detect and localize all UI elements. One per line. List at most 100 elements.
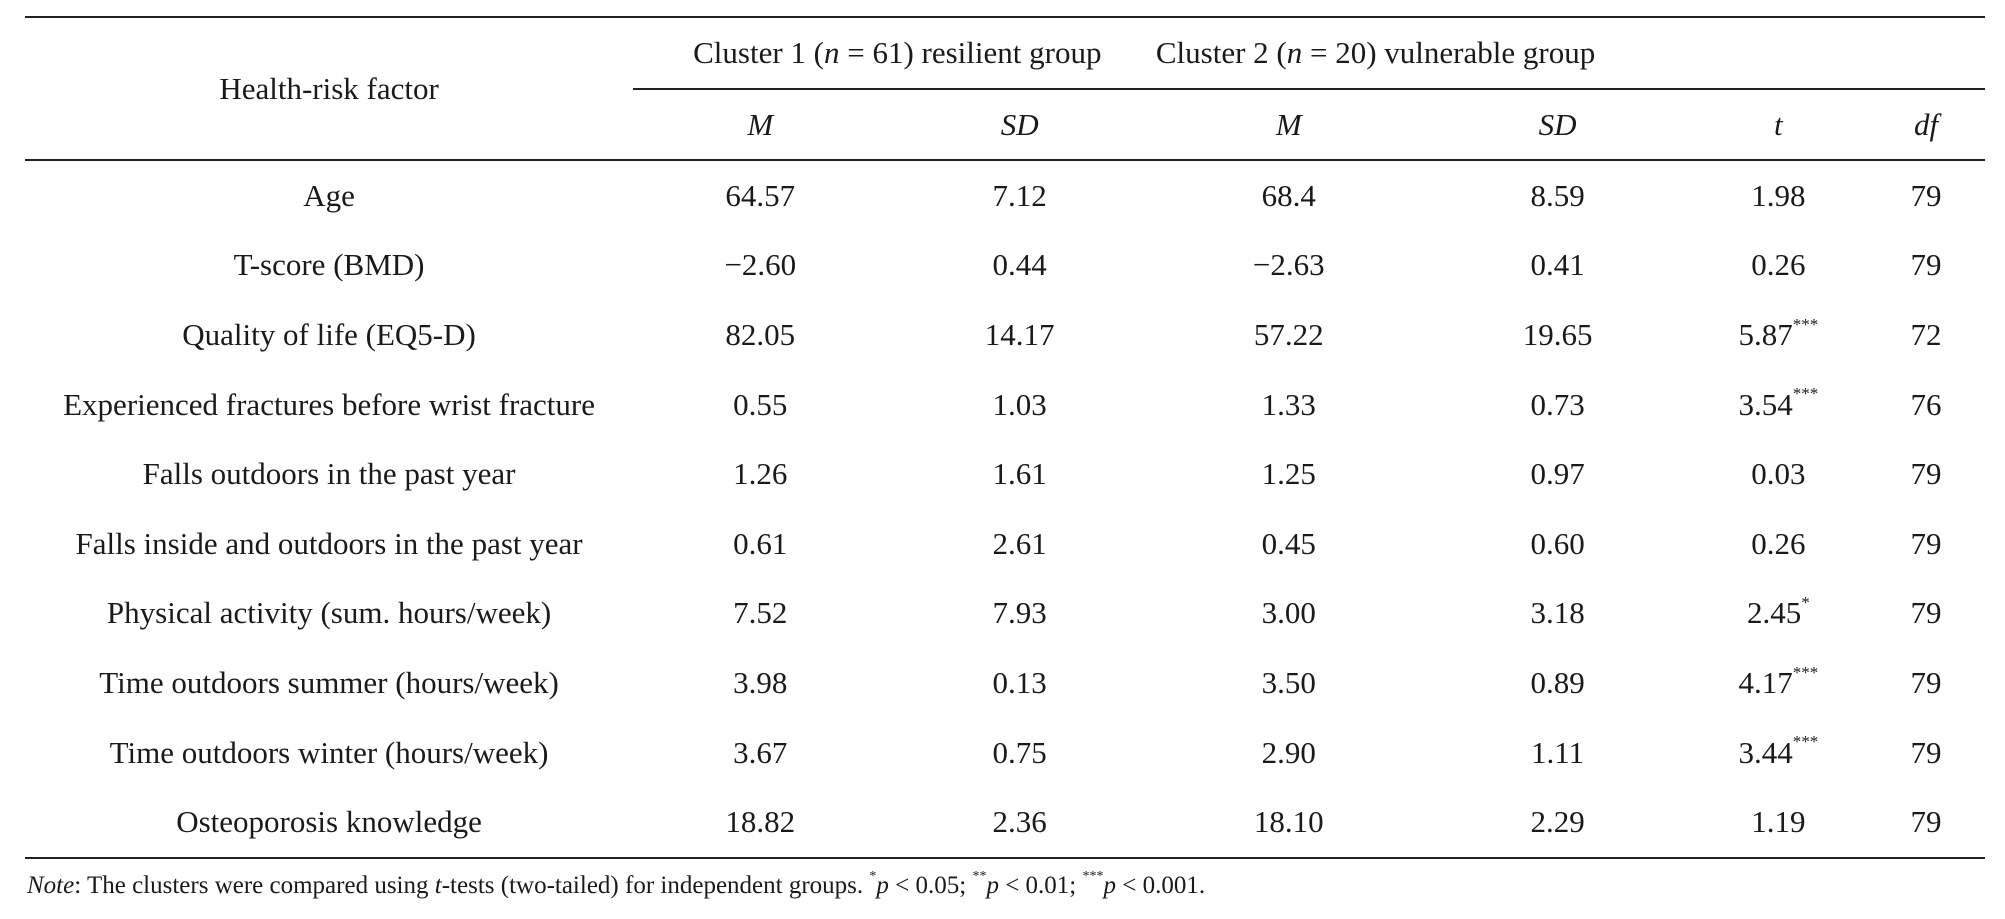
row-sd2: 0.97 xyxy=(1530,456,1585,492)
row-m2: 68.4 xyxy=(1261,177,1316,213)
cluster1-rest: = 61) resilient group xyxy=(839,35,1102,70)
note-p-1: p xyxy=(876,872,889,899)
table-row: Falls inside and outdoors in the past ye… xyxy=(25,509,1985,579)
row-df: 72 xyxy=(1910,316,1942,352)
row-factor: Time outdoors summer (hours/week) xyxy=(99,664,559,700)
col-header-sd1: SD xyxy=(1000,106,1039,142)
table-row: Physical activity (sum. hours/week) 7.52… xyxy=(25,579,1985,649)
header-cluster-1: Cluster 1 (n = 61) resilient group xyxy=(633,17,1152,90)
table-row: Experienced fractures before wrist fract… xyxy=(25,370,1985,440)
significance-marker: * xyxy=(1801,593,1810,613)
t-value: 2.45 xyxy=(1746,595,1802,631)
cluster1-prefix: Cluster 1 ( xyxy=(693,35,824,70)
note-sig-2: ** xyxy=(972,868,987,884)
table-body: Age 64.57 7.12 68.4 8.59 1.98 79 T-score… xyxy=(25,160,1985,858)
t-value: 0.26 xyxy=(1751,525,1806,561)
row-t: 0.26 xyxy=(1690,231,1868,301)
row-t: 1.19 xyxy=(1690,787,1868,858)
row-sd1: 0.75 xyxy=(992,734,1047,770)
row-m1: 3.67 xyxy=(733,734,788,770)
t-value: 3.54 xyxy=(1738,386,1793,422)
t-value: 0.03 xyxy=(1751,456,1806,492)
row-m2: 57.22 xyxy=(1253,316,1324,352)
table-row: Time outdoors winter (hours/week) 3.67 0… xyxy=(25,718,1985,788)
row-t: 4.17*** xyxy=(1690,648,1868,718)
row-factor: Experienced fractures before wrist fract… xyxy=(63,386,595,422)
row-sd2: 1.11 xyxy=(1531,734,1585,770)
row-t: 0.26 xyxy=(1690,509,1868,579)
row-sd2: 2.29 xyxy=(1530,804,1585,840)
row-df: 79 xyxy=(1910,595,1942,631)
row-df: 79 xyxy=(1910,804,1942,840)
note-text-1: : The clusters were compared using xyxy=(74,872,435,899)
significance-marker: *** xyxy=(1792,662,1819,682)
row-df: 79 xyxy=(1910,177,1942,213)
cluster2-rest: = 20) vulnerable group xyxy=(1302,35,1596,70)
header-factor-label: Health-risk factor xyxy=(219,70,439,106)
row-sd2: 8.59 xyxy=(1530,177,1585,213)
table-row: Quality of life (EQ5-D) 82.05 14.17 57.2… xyxy=(25,300,1985,370)
row-factor: T-score (BMD) xyxy=(233,247,425,283)
header-row-groups: Health-risk factor Cluster 1 (n = 61) re… xyxy=(25,17,1985,106)
row-sd1: 1.03 xyxy=(992,386,1047,422)
row-m1: 0.61 xyxy=(733,525,788,561)
table-row: Osteoporosis knowledge 18.82 2.36 18.10 … xyxy=(25,787,1985,858)
header-blank-df xyxy=(1867,17,1985,90)
row-t: 0.03 xyxy=(1690,439,1868,509)
t-value: 1.98 xyxy=(1751,177,1806,213)
row-m2: 1.25 xyxy=(1261,456,1316,492)
row-t: 2.45* xyxy=(1690,579,1868,649)
row-sd1: 0.13 xyxy=(992,664,1047,700)
row-sd1: 14.17 xyxy=(984,316,1055,352)
note-label: Note xyxy=(27,872,75,899)
row-sd1: 7.12 xyxy=(992,177,1047,213)
row-df: 79 xyxy=(1910,456,1942,492)
note-value-2: < 0.01; xyxy=(998,872,1083,899)
row-t: 3.54*** xyxy=(1690,370,1868,440)
row-sd2: 0.89 xyxy=(1530,664,1585,700)
results-table: Health-risk factor Cluster 1 (n = 61) re… xyxy=(25,16,1985,859)
significance-marker: *** xyxy=(1792,384,1819,404)
header-blank-t xyxy=(1689,17,1868,90)
note-value-1: < 0.05; xyxy=(888,872,973,899)
row-factor: Falls inside and outdoors in the past ye… xyxy=(75,525,583,561)
row-sd2: 19.65 xyxy=(1522,316,1593,352)
cluster2-n: n xyxy=(1286,35,1303,70)
cluster1-n: n xyxy=(823,35,840,70)
row-m1: 18.82 xyxy=(725,804,796,840)
col-header-sd2: SD xyxy=(1538,106,1577,142)
row-m2: 2.90 xyxy=(1261,734,1316,770)
row-factor: Age xyxy=(303,177,355,213)
row-sd2: 0.41 xyxy=(1530,247,1585,283)
table-row: Falls outdoors in the past year 1.26 1.6… xyxy=(25,439,1985,509)
row-m1: 1.26 xyxy=(733,456,788,492)
row-factor: Falls outdoors in the past year xyxy=(142,456,516,492)
header-row-columns: M SD M SD t df xyxy=(25,89,1985,160)
header-health-risk-factor: Health-risk factor xyxy=(25,17,633,160)
row-df: 79 xyxy=(1910,734,1942,770)
row-df: 79 xyxy=(1910,525,1942,561)
row-m2: −2.63 xyxy=(1252,247,1325,283)
row-sd2: 0.60 xyxy=(1530,525,1585,561)
significance-marker: *** xyxy=(1792,314,1819,334)
row-m2: 18.10 xyxy=(1253,804,1324,840)
row-m1: 64.57 xyxy=(725,177,796,213)
col-header-m1: M xyxy=(747,106,774,142)
row-sd1: 2.36 xyxy=(992,804,1047,840)
col-header-df: df xyxy=(1913,106,1939,142)
t-value: 5.87 xyxy=(1738,316,1793,352)
row-m2: 3.00 xyxy=(1261,595,1316,631)
row-factor: Quality of life (EQ5-D) xyxy=(182,316,476,352)
row-sd1: 2.61 xyxy=(992,525,1047,561)
row-m1: 3.98 xyxy=(733,664,788,700)
row-sd2: 0.73 xyxy=(1530,386,1585,422)
note-sig-3: *** xyxy=(1082,868,1104,884)
row-m1: 7.52 xyxy=(733,595,788,631)
row-factor: Osteoporosis knowledge xyxy=(176,804,482,840)
note-p-3: p xyxy=(1103,872,1116,899)
table-note: Note: The clusters were compared using t… xyxy=(27,868,1205,900)
row-m2: 0.45 xyxy=(1261,525,1316,561)
row-m1: −2.60 xyxy=(724,247,797,283)
row-m1: 0.55 xyxy=(733,386,788,422)
